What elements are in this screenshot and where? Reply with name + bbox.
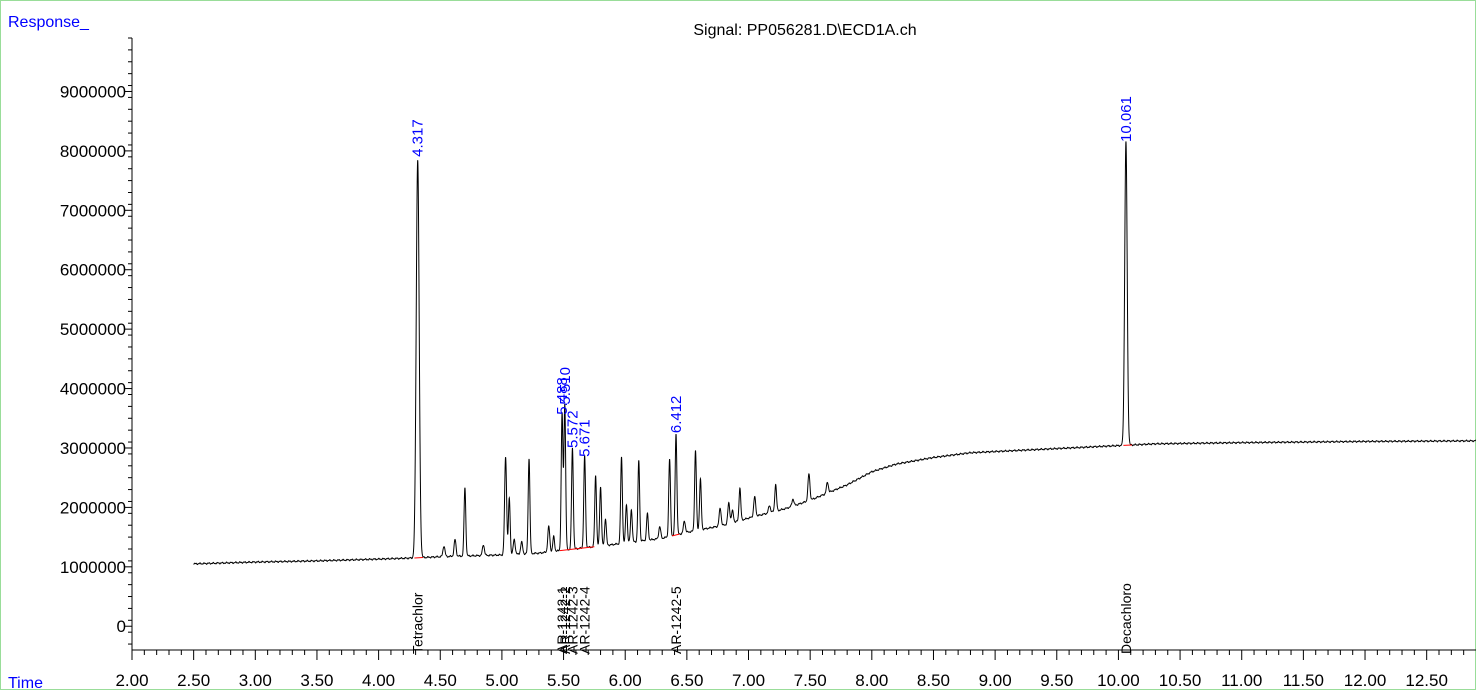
x-tick-label: 8.00 xyxy=(855,671,888,690)
signal-trace-layer xyxy=(193,141,1476,566)
x-tick-label: 10.50 xyxy=(1159,671,1202,690)
x-tick-label: 5.00 xyxy=(485,671,518,690)
y-tick-label: 3000000 xyxy=(60,439,126,458)
x-tick-label: 11.50 xyxy=(1283,671,1324,690)
signal-trace xyxy=(193,141,1476,566)
y-tick-label: 2000000 xyxy=(60,498,126,517)
integration-baseline xyxy=(671,533,680,537)
compound-label: AR-1242-5 xyxy=(668,586,684,654)
x-tick-label: 3.00 xyxy=(239,671,272,690)
peak-rt-label: 5.671 xyxy=(577,419,594,457)
x-tick-label: 2.00 xyxy=(115,671,148,690)
x-tick-label: 7.50 xyxy=(794,671,827,690)
x-tick-label: 4.00 xyxy=(362,671,395,690)
y-tick-label: 1000000 xyxy=(60,558,126,577)
peak-rt-label: 10.061 xyxy=(1118,96,1135,142)
peak-rt-label: 5.488 xyxy=(554,377,571,415)
chart-title: Signal: PP056281.D\ECD1A.ch xyxy=(693,22,916,39)
x-tick-label: 2.50 xyxy=(177,671,210,690)
x-tick-label: 3.50 xyxy=(300,671,333,690)
x-tick-label: 4.50 xyxy=(424,671,457,690)
compound-label: AR-1242-4 xyxy=(577,586,593,654)
peak-rt-label: 5.572 xyxy=(564,410,581,448)
y-tick-label: 6000000 xyxy=(60,261,126,280)
x-tick-label: 12.00 xyxy=(1344,671,1387,690)
x-tick-label: 5.50 xyxy=(547,671,580,690)
y-tick-label: 7000000 xyxy=(60,201,126,220)
peak-rt-label: 6.412 xyxy=(668,396,685,434)
y-tick-label: 9000000 xyxy=(60,82,126,101)
y-tick-label: 0 xyxy=(117,617,126,636)
compound-label: AR-1242-2 xyxy=(557,586,573,654)
x-tick-label: 7.00 xyxy=(732,671,765,690)
x-tick-label: 8.50 xyxy=(917,671,950,690)
x-tick-label: 6.00 xyxy=(609,671,642,690)
integration-baseline xyxy=(559,546,595,552)
y-tick-label: 5000000 xyxy=(60,320,126,339)
x-tick-label: 9.50 xyxy=(1040,671,1073,690)
y-axis-title: Response_ xyxy=(8,14,90,31)
peak-rt-label: 4.317 xyxy=(410,119,427,157)
compound-label: Decachloro xyxy=(1118,583,1134,654)
x-tick-label: 12.50 xyxy=(1405,671,1448,690)
x-tick-label: 11.00 xyxy=(1221,671,1262,690)
x-tick-label: 10.00 xyxy=(1097,671,1140,690)
compound-label: AR-1242-1 xyxy=(554,586,570,654)
x-axis-title: Time xyxy=(8,675,43,690)
compound-label: AR-1242-3 xyxy=(564,586,580,654)
y-tick-label: 8000000 xyxy=(60,142,126,161)
axes: 0 1000000 2000000 3000000 4000000 5000000 6000… xyxy=(60,37,1476,690)
y-tick-label: 4000000 xyxy=(60,380,126,399)
x-tick-label: 9.00 xyxy=(979,671,1012,690)
peak-rt-label: 5.510 xyxy=(557,367,574,405)
x-tick-label: 6.50 xyxy=(670,671,703,690)
compound-label: Tetrachlor xyxy=(410,592,426,654)
